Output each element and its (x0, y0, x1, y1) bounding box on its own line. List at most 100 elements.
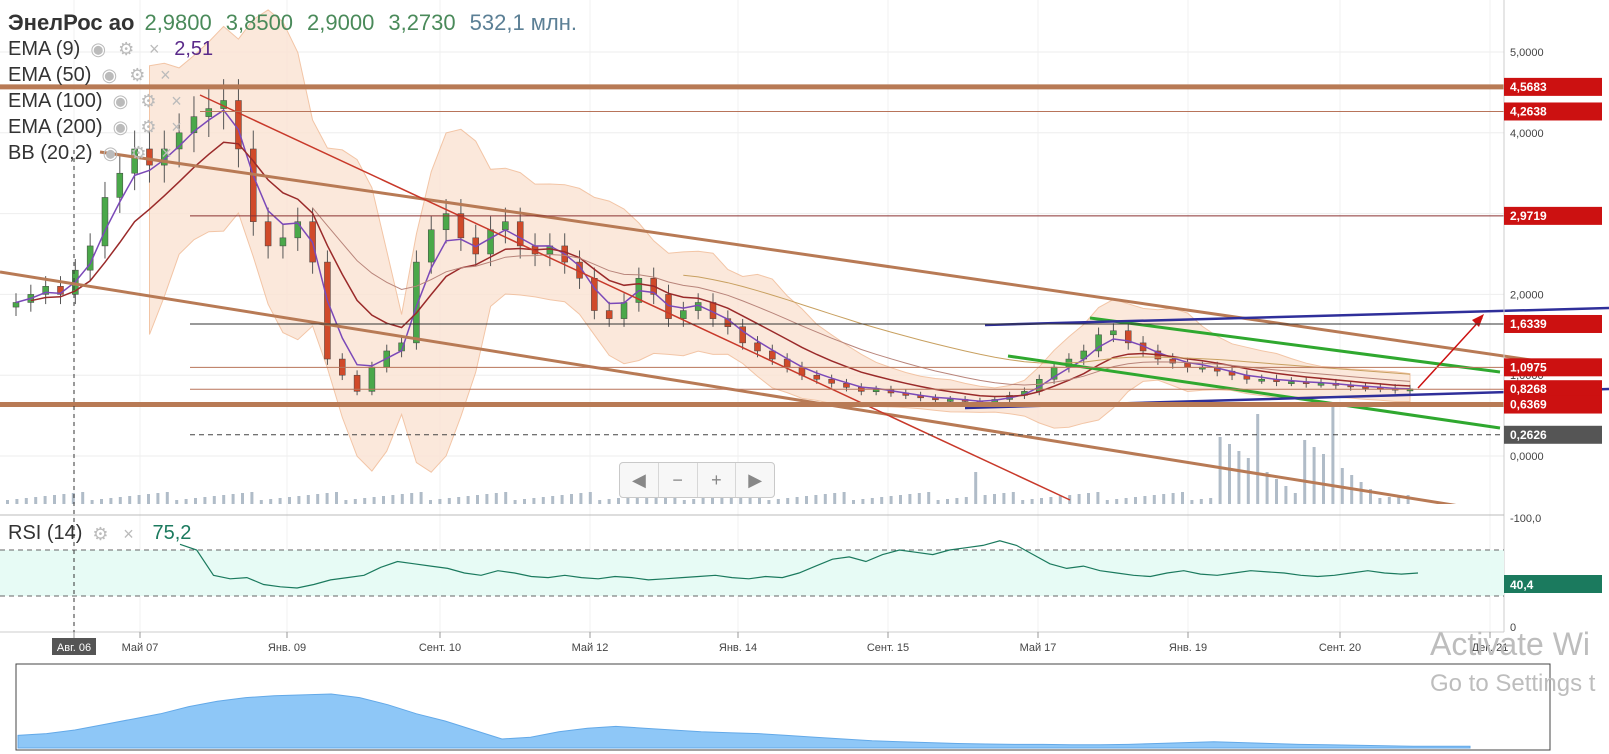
volume-bar (729, 495, 733, 504)
volume-bar (739, 494, 743, 504)
y-tick-label: 2,0000 (1510, 289, 1544, 301)
volume-bar (1369, 489, 1372, 504)
gear-icon[interactable]: ⚙ (118, 39, 135, 59)
price-tag (1504, 425, 1602, 444)
candle-body (42, 286, 49, 295)
volume-bar (889, 496, 893, 504)
close-icon[interactable]: × (171, 117, 182, 137)
volume-bar (250, 492, 254, 504)
volume-bar (964, 497, 968, 504)
candle-body (680, 310, 687, 319)
forecast-arrow-line (1417, 317, 1483, 389)
eye-icon[interactable]: ◉ (112, 91, 129, 111)
volume-bar (1171, 493, 1175, 504)
volume-bar (899, 495, 902, 504)
candle-body (754, 342, 761, 352)
volume-bar (1284, 486, 1288, 504)
x-tick-label: Янв. 09 (268, 642, 306, 654)
candle-body (1095, 334, 1102, 352)
volume-bar (1209, 498, 1213, 504)
candle-body (457, 213, 465, 239)
candle-body (294, 221, 302, 239)
volume-bar (504, 492, 508, 504)
volume-bar (579, 493, 583, 504)
scroll-left-button[interactable]: ◀ (620, 463, 659, 497)
candle-body (1317, 383, 1325, 386)
volume-bar (353, 499, 357, 504)
trend-line-upper (99, 150, 1601, 372)
volume-bar (391, 495, 395, 504)
candle-body (205, 108, 213, 117)
volume-bar (363, 498, 367, 504)
candle-body (872, 389, 880, 392)
channel-green-lower (1007, 354, 1501, 430)
candle-body (813, 374, 821, 380)
zoom-out-button[interactable]: − (659, 463, 698, 497)
volume-bar (1378, 498, 1382, 504)
price-tag-label: 4,5683 (1510, 80, 1547, 94)
eye-icon[interactable]: ◉ (101, 65, 118, 85)
volume-bar (1293, 493, 1297, 504)
volume-bar (767, 500, 771, 504)
volume-bar (908, 494, 912, 504)
volume-bar (62, 494, 66, 504)
volume-bar (1275, 479, 1278, 504)
eye-icon[interactable]: ◉ (112, 117, 129, 137)
volume-bar (137, 495, 141, 504)
volume-bar (720, 496, 724, 504)
volume-bar (861, 499, 865, 504)
price-tag (1504, 77, 1602, 96)
ema-100-line (312, 207, 1411, 386)
zoom-in-button[interactable]: + (698, 463, 737, 497)
volume-bar (1397, 496, 1401, 504)
volume-bar (419, 492, 423, 504)
candle-body (1184, 362, 1191, 368)
volume-bar (551, 496, 555, 504)
gear-icon[interactable]: ⚙ (130, 143, 147, 163)
eye-icon[interactable]: ◉ (102, 143, 119, 163)
candle-body (620, 302, 628, 319)
scroll-right-button[interactable]: ▶ (748, 470, 763, 490)
close-icon[interactable]: × (148, 39, 160, 59)
volume-bars (6, 406, 1410, 504)
bollinger-band (149, 9, 1411, 473)
volume-bar (447, 498, 451, 504)
volume-bar (917, 493, 921, 504)
channel-green-upper (1089, 316, 1501, 374)
gear-icon[interactable]: ⚙ (140, 91, 157, 111)
overview-area (17, 693, 1471, 749)
eye-icon[interactable]: ◉ (90, 39, 107, 59)
price-tags: 4,5683 4,2638 2,9719 1,6339 1,0975 0,8268 0,63… (1504, 77, 1602, 444)
candle-body (101, 197, 109, 247)
volume-bar (81, 492, 85, 504)
rsi-value: 75,2 (152, 522, 192, 544)
volume-bar (805, 496, 808, 504)
candle-body (502, 221, 509, 231)
volume-bar (795, 497, 799, 504)
close-icon[interactable]: × (160, 65, 171, 85)
volume-bar (100, 499, 103, 504)
close-icon[interactable]: × (171, 91, 182, 111)
volume-bar (946, 499, 949, 504)
gear-icon[interactable]: ⚙ (92, 523, 109, 544)
candle-body (190, 116, 198, 134)
volume-bar (701, 498, 705, 504)
indicator-ema-200: EMA (200) ◉ ⚙ × (8, 114, 577, 140)
y-tick-label: 0,0000 (1510, 451, 1544, 463)
candle-body (591, 277, 598, 311)
close-icon[interactable]: × (123, 523, 134, 544)
volume-bar (598, 500, 602, 504)
gear-icon[interactable]: ⚙ (129, 65, 146, 85)
volume-bar (833, 493, 837, 504)
x-tick-label: Янв. 19 (1169, 642, 1207, 654)
indicator-label: BB (20,2) (8, 141, 93, 164)
candle-body (739, 326, 746, 344)
chart-navigator: ◀ − + ▶ (619, 462, 775, 498)
volume-bar (758, 492, 761, 504)
candle-body (769, 350, 776, 360)
gear-icon[interactable]: ⚙ (140, 117, 157, 137)
volume-bar (1096, 492, 1100, 504)
price-tag (1504, 206, 1602, 225)
close-icon[interactable]: × (161, 143, 172, 163)
